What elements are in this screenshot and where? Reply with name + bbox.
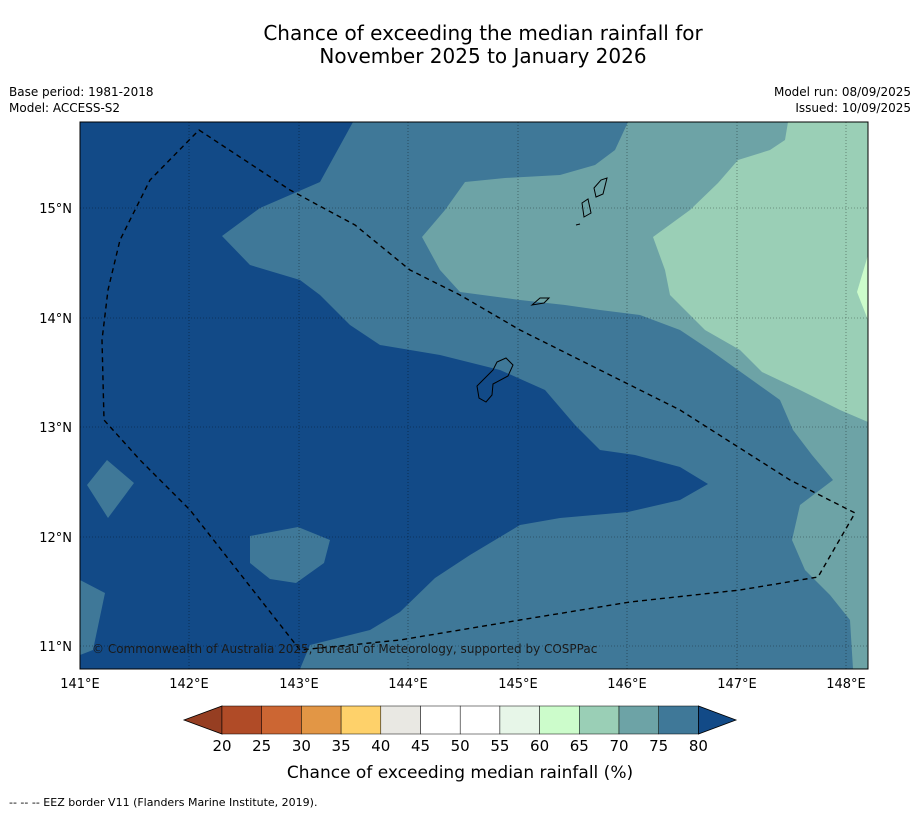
- lat-label: 13°N: [39, 421, 72, 436]
- contour-65: [653, 122, 868, 422]
- lon-label: 148°E: [826, 677, 866, 692]
- grid-lines: [80, 122, 868, 669]
- colorbar-tick-label: 45: [411, 737, 430, 755]
- title-line-1: Chance of exceeding the median rainfall …: [263, 21, 703, 45]
- contour-75-island-a: [87, 460, 134, 518]
- contour-75-island-b: [250, 527, 330, 583]
- colorbar-tick-label: 35: [332, 737, 351, 755]
- island-guam: [476, 357, 514, 403]
- meta-right: Model run: 08/09/2025 Issued: 10/09/2025: [774, 84, 911, 116]
- colorbar-tick-label: 25: [252, 737, 271, 755]
- lon-label: 144°E: [388, 677, 428, 692]
- colorbar-tick-label: 55: [490, 737, 509, 755]
- colorbar-tick-label: 50: [451, 737, 470, 755]
- colorbar-segment: [459, 705, 501, 735]
- rainfall-contours: [80, 122, 868, 669]
- colorbar-tick-label: 65: [570, 737, 589, 755]
- eez-legend-note: -- -- -- EEZ border V11 (Flanders Marine…: [9, 796, 318, 809]
- colorbar-tick-label: 30: [292, 737, 311, 755]
- colorbar-under-arrow: [182, 705, 223, 735]
- colorbar-segment: [301, 705, 342, 735]
- island-aguijan: [575, 223, 581, 226]
- lon-label: 145°E: [498, 677, 538, 692]
- lon-label: 146°E: [607, 677, 647, 692]
- colorbar-tick-label: 80: [689, 737, 708, 755]
- map-frame: [79, 121, 869, 670]
- lat-label: 11°N: [39, 640, 72, 655]
- colorbar-segment: [340, 705, 382, 735]
- colorbar-segment: [380, 705, 421, 735]
- issued-date: Issued: 10/09/2025: [795, 101, 911, 115]
- colorbar-segment: [579, 705, 620, 735]
- colorbar: 20 25 30 35 40 45 50 55 60 65 70 75 80: [182, 705, 738, 755]
- colorbar-segment: [221, 705, 262, 735]
- contour-75-lower-left: [80, 580, 105, 655]
- colorbar-tick-label: 75: [649, 737, 668, 755]
- colorbar-segment: [618, 705, 659, 735]
- colorbar-tick-label: 20: [212, 737, 231, 755]
- lon-label: 142°E: [169, 677, 209, 692]
- island-saipan: [593, 177, 608, 198]
- lat-label: 12°N: [39, 531, 72, 546]
- colorbar-tick-label: 60: [530, 737, 549, 755]
- lon-tick-labels: 141°E 142°E 143°E 144°E 145°E 146°E 147°…: [60, 677, 866, 692]
- colorbar-segment: [539, 705, 580, 735]
- island-rota: [530, 297, 551, 306]
- title-line-2: November 2025 to January 2026: [319, 44, 647, 68]
- model-run: Model run: 08/09/2025: [773, 85, 911, 99]
- lat-label: 14°N: [39, 312, 72, 327]
- island-tinian: [581, 198, 592, 218]
- lat-tick-labels: 15°N 14°N 13°N 12°N 11°N: [39, 202, 72, 655]
- lon-label: 141°E: [60, 677, 100, 692]
- copyright-text: © Commonwealth of Australia 2025, Bureau…: [92, 642, 597, 656]
- meta-left: Base period: 1981-2018 Model: ACCESS-S2: [9, 84, 154, 116]
- base-period: Base period: 1981-2018: [9, 85, 154, 99]
- colorbar-tick-label: 70: [609, 737, 628, 755]
- colorbar-segment: [499, 705, 540, 735]
- lon-label: 147°E: [717, 677, 757, 692]
- lon-label: 143°E: [279, 677, 319, 692]
- colorbar-segment: [261, 705, 302, 735]
- chart-title: Chance of exceeding the median rainfall …: [0, 22, 919, 68]
- colorbar-over-arrow: [698, 705, 738, 735]
- contour-60: [857, 255, 868, 320]
- eez-border: [101, 129, 856, 651]
- colorbar-label: Chance of exceeding median rainfall (%): [287, 763, 633, 783]
- islands: [476, 177, 608, 403]
- colorbar-tick-label: 40: [371, 737, 390, 755]
- colorbar-segment: [658, 705, 699, 735]
- model-name: Model: ACCESS-S2: [9, 101, 121, 115]
- lat-label: 15°N: [39, 202, 72, 217]
- colorbar-segment: [420, 705, 461, 735]
